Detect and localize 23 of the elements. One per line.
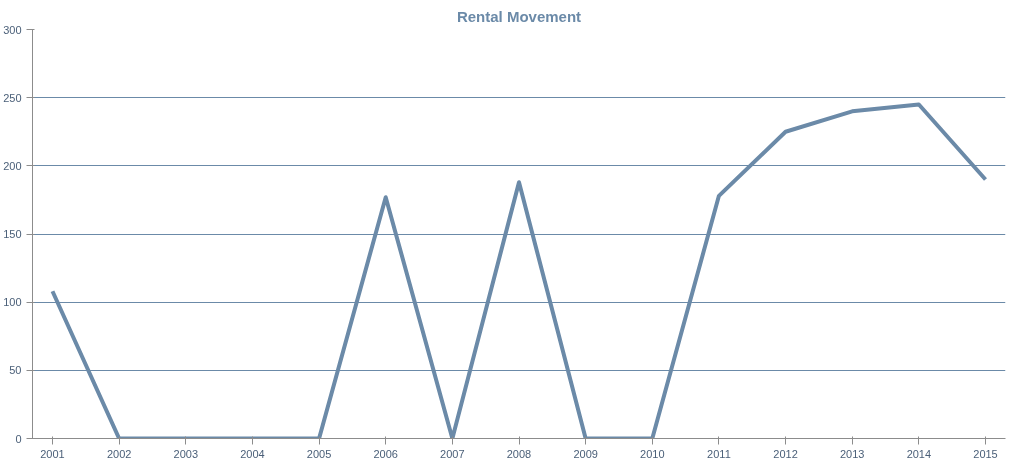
x-tick-label: 2005 xyxy=(306,447,332,460)
x-tick-label: 2012 xyxy=(773,447,798,460)
y-tick-label: 50 xyxy=(9,364,22,377)
x-tick-label: 2004 xyxy=(240,447,265,460)
x-tick-label: 2015 xyxy=(973,447,998,460)
x-tick-label: 2013 xyxy=(839,447,865,460)
x-tick-label: 2006 xyxy=(373,447,398,460)
y-tick-label: 0 xyxy=(15,432,22,445)
y-tick-label: 200 xyxy=(3,159,22,172)
x-tick-label: 2011 xyxy=(707,447,731,460)
x-tick-label: 2001 xyxy=(40,447,65,460)
y-tick-label: 250 xyxy=(3,91,22,104)
chart-title: Rental Movement xyxy=(456,7,582,25)
x-tick-label: 2009 xyxy=(573,447,598,460)
y-tick-label: 300 xyxy=(3,23,22,36)
x-tick-label: 2014 xyxy=(906,447,932,460)
x-tick-label: 2003 xyxy=(173,447,199,460)
x-tick-label: 2010 xyxy=(640,447,665,460)
x-tick-label: 2008 xyxy=(506,447,532,460)
y-tick-label: 150 xyxy=(3,228,22,240)
x-tick-label: 2002 xyxy=(106,447,132,460)
y-tick-label: 100 xyxy=(3,296,22,309)
x-tick-label: 2007 xyxy=(440,447,465,460)
